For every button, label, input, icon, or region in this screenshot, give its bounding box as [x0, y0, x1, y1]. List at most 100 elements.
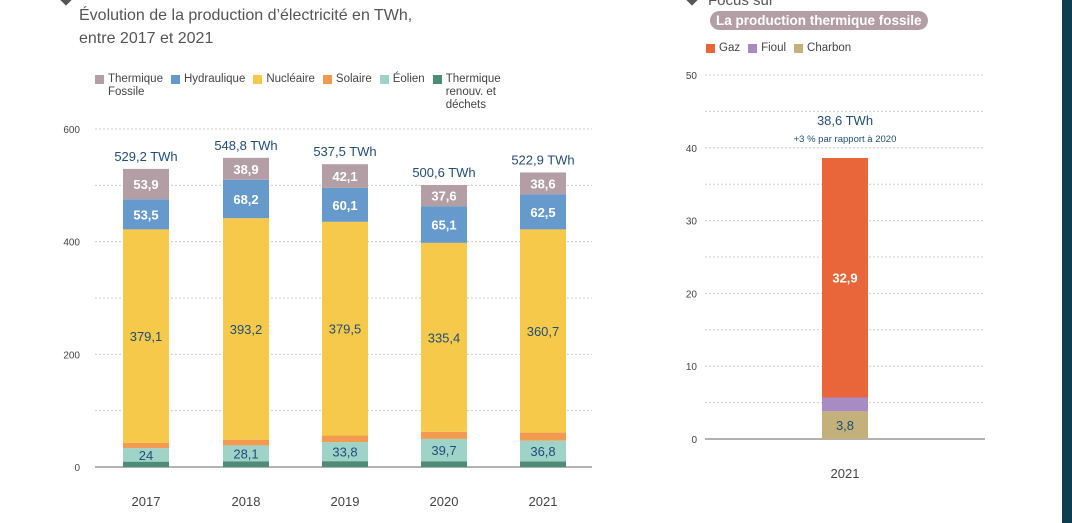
bar-segment	[223, 439, 269, 446]
y-tick-label: 0	[691, 435, 697, 446]
legend-item: Charbon	[794, 42, 851, 55]
bar-segment	[223, 157, 269, 180]
focus-legend: Gaz Fioul Charbon	[706, 42, 859, 55]
total-label: 522,9 TWh	[511, 152, 574, 167]
window-edge	[1062, 0, 1072, 523]
x-tick-label: 2018	[232, 494, 261, 509]
data-label: 335,4	[428, 330, 461, 345]
data-label: 28,1	[233, 446, 258, 461]
data-label: 37,6	[431, 189, 456, 204]
y-tick-label: 200	[63, 350, 80, 361]
total-label: 500,6 TWh	[412, 165, 475, 180]
bar-segment	[123, 442, 169, 449]
legend-label: Hydraulique	[183, 73, 246, 85]
legend-label: Nucléaire	[266, 73, 315, 85]
bar-segment	[123, 199, 169, 230]
bar-segment	[123, 229, 169, 443]
legend-label: Fioul	[761, 42, 787, 54]
y-tick-label: 600	[63, 125, 80, 136]
data-label: 68,2	[233, 192, 258, 207]
y-tick-label: 40	[686, 144, 698, 155]
bar-segment	[421, 431, 467, 439]
legend-item: Hydraulique	[170, 73, 246, 112]
legend-item: Nucléaire	[253, 73, 315, 112]
bar-segment	[223, 179, 269, 219]
bar-segment	[421, 438, 467, 462]
legend-item: Gaz	[706, 42, 740, 55]
data-label: 393,2	[230, 322, 263, 337]
legend-swatch	[322, 75, 332, 84]
legend-swatch	[253, 75, 263, 84]
bar-segment	[520, 461, 566, 467]
bar-segment	[123, 448, 169, 462]
bar-segment	[322, 187, 368, 222]
data-label: 38,6	[530, 176, 555, 191]
legend-label: Thermique renouv. et déchets	[445, 73, 501, 111]
x-tick-label: 2019	[331, 494, 360, 509]
bar-segment	[520, 229, 566, 433]
legend-swatch	[95, 75, 104, 84]
bar-segment	[223, 445, 269, 462]
bar-segment	[822, 411, 868, 439]
bar-segment	[322, 164, 368, 188]
bar-segment	[421, 461, 467, 467]
y-tick-label: 10	[686, 362, 698, 373]
bar-segment	[520, 440, 566, 462]
bar-segment	[822, 157, 868, 398]
data-label: 360,7	[527, 324, 560, 339]
legend-swatch	[748, 44, 758, 53]
y-tick-label: 20	[686, 289, 698, 300]
bar-segment	[322, 442, 368, 462]
legend-swatch	[706, 44, 715, 53]
bar-segment	[123, 168, 169, 200]
legend-swatch	[170, 75, 180, 84]
legend-swatch	[379, 75, 389, 84]
bar-segment	[520, 172, 566, 195]
focus-heading: Focus sur	[708, 0, 774, 9]
x-tick-label: 2020	[430, 494, 459, 509]
legend-item: Thermique Fossile	[95, 73, 163, 112]
legend-label: Solaire	[335, 73, 372, 85]
legend-swatch	[432, 75, 442, 84]
bar-segment	[520, 194, 566, 230]
data-label: 379,1	[130, 329, 163, 344]
bar-segment	[223, 218, 269, 440]
legend-label: Thermique Fossile	[108, 73, 163, 98]
y-tick-label: 50	[686, 71, 698, 82]
y-tick-label: 400	[63, 238, 80, 249]
bar-segment	[520, 432, 566, 441]
data-label: 36,8	[530, 444, 555, 459]
legend-label: Charbon	[807, 42, 852, 54]
data-label: 32,9	[832, 271, 857, 286]
bar-segment	[421, 242, 467, 432]
x-tick-label: 2021	[831, 466, 860, 481]
data-label: 24	[139, 448, 153, 463]
x-tick-label: 2017	[132, 494, 161, 509]
focus-subtitle: La production thermique fossile	[710, 11, 928, 30]
data-label: 39,7	[431, 443, 456, 458]
data-label: 60,1	[332, 198, 357, 213]
legend-label: Gaz	[719, 42, 741, 54]
data-label: 38,9	[233, 162, 258, 177]
total-label: 548,8 TWh	[214, 138, 277, 153]
legend-item: Thermique renouv. et déchets	[432, 73, 501, 112]
y-tick-label: 30	[686, 217, 698, 228]
title-line-1: Évolution de la production d’électricité…	[79, 7, 413, 24]
bar-segment	[322, 461, 368, 467]
data-label: 62,5	[530, 205, 555, 220]
data-label: 53,5	[133, 207, 158, 222]
legend-label: Éolien	[392, 73, 425, 85]
legend: Thermique Fossile Hydraulique Nucléaire Sola…	[95, 73, 509, 112]
legend-item: Éolien	[379, 73, 425, 112]
title-line-2: entre 2017 et 2021	[79, 30, 214, 47]
data-label: 42,1	[332, 169, 357, 184]
total-label: 529,2 TWh	[114, 149, 177, 164]
data-label: 65,1	[431, 218, 456, 233]
data-label: 33,8	[332, 445, 357, 460]
y-tick-label: 0	[74, 463, 80, 474]
data-label: 3,8	[836, 418, 854, 433]
total-label: 38,6 TWh	[817, 113, 873, 128]
total-label: 537,5 TWh	[313, 144, 376, 159]
data-label: 379,5	[329, 322, 362, 337]
comparison-note: +3 % par rapport à 2020	[794, 134, 897, 145]
